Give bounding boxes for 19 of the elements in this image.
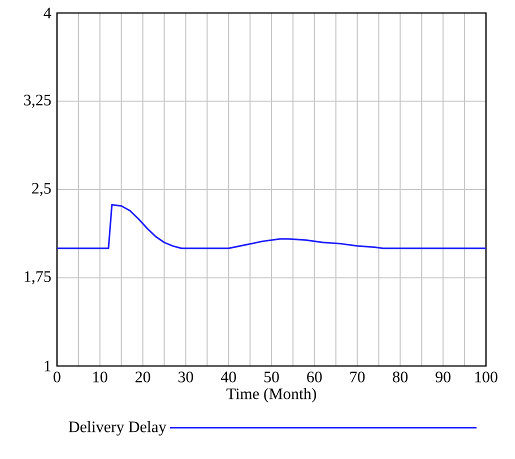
y-tick-label: 1 [44, 360, 50, 372]
x-tick-label: 80 [392, 372, 408, 382]
x-tick-label: 30 [178, 372, 194, 382]
x-tick-label: 10 [93, 372, 108, 382]
line-series [57, 204, 486, 250]
x-axis-title: Time (Month) [226, 388, 316, 402]
x-tick-label: 60 [307, 372, 322, 382]
x-tick-label: 20 [136, 372, 150, 382]
x-tick-label: 40 [220, 372, 236, 382]
x-tick-label: 90 [436, 372, 450, 382]
y-tick-label: 3,25 [24, 94, 51, 108]
y-tick-label: 1,75 [24, 271, 51, 284]
x-tick-label: 0 [54, 372, 60, 382]
x-tick-label: 50 [264, 372, 279, 382]
text: Delivery Delay [68, 421, 166, 436]
x-tick-label: 70 [350, 372, 365, 382]
y-tick-label: 2,5 [32, 182, 51, 196]
y-tick-label: 4 [44, 8, 52, 18]
x-tick-label: 100 [475, 372, 498, 382]
